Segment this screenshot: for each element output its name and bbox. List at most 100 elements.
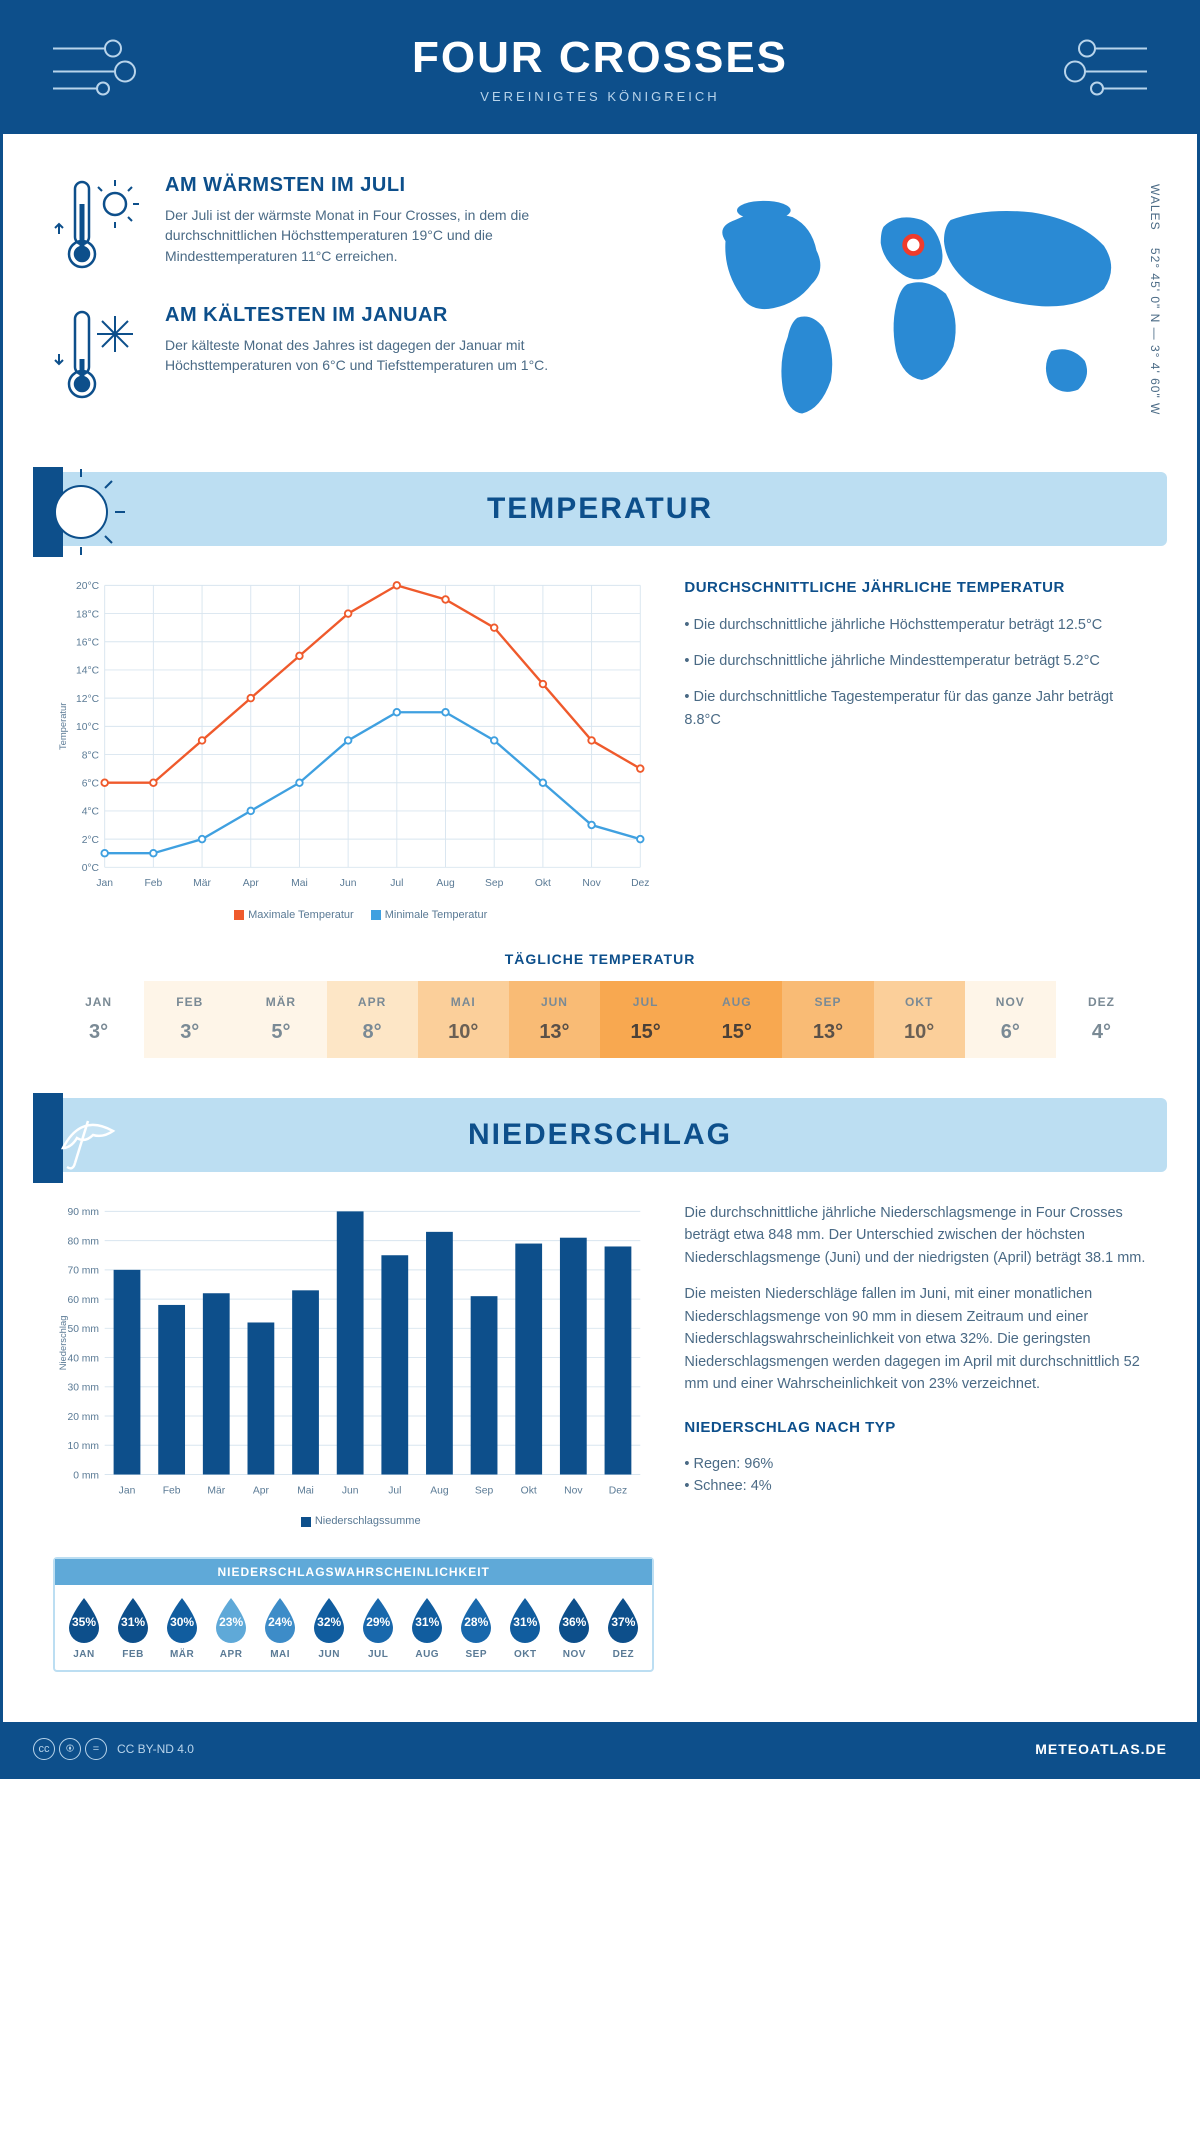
coldest-text: Der kälteste Monat des Jahres ist dagege… bbox=[165, 335, 628, 376]
probability-cell: 37%DEZ bbox=[600, 1595, 646, 1660]
svg-text:Apr: Apr bbox=[253, 1485, 270, 1496]
svg-text:Feb: Feb bbox=[163, 1485, 181, 1496]
temperature-summary: DURCHSCHNITTLICHE JÄHRLICHE TEMPERATUR •… bbox=[684, 576, 1147, 920]
thermometer-cold-icon bbox=[53, 304, 143, 404]
svg-text:Mai: Mai bbox=[291, 878, 308, 889]
warmest-block: AM WÄRMSTEN IM JULI Der Juli ist der wär… bbox=[53, 174, 628, 274]
svg-text:Nov: Nov bbox=[564, 1485, 583, 1496]
coldest-heading: AM KÄLTESTEN IM JANUAR bbox=[165, 304, 628, 327]
daily-temp-cell: JUL15° bbox=[600, 981, 691, 1058]
probability-cell: 31%FEB bbox=[110, 1595, 156, 1660]
rain-type-item: • Regen: 96% bbox=[684, 1453, 1147, 1475]
rain-summary: Die durchschnittliche jährliche Niedersc… bbox=[684, 1202, 1147, 1498]
daily-temp-cell: NOV6° bbox=[965, 981, 1056, 1058]
probability-cell: 30%MÄR bbox=[159, 1595, 205, 1660]
svg-text:Feb: Feb bbox=[144, 878, 162, 889]
summary-item: • Die durchschnittliche Tagestemperatur … bbox=[684, 686, 1147, 731]
daily-temp-cell: MÄR5° bbox=[235, 981, 326, 1058]
svg-text:Sep: Sep bbox=[485, 878, 504, 889]
chart-legend: Niederschlagssumme bbox=[53, 1515, 654, 1527]
probability-cell: 35%JAN bbox=[61, 1595, 107, 1660]
svg-text:90 mm: 90 mm bbox=[67, 1207, 99, 1218]
svg-text:4°C: 4°C bbox=[82, 807, 100, 818]
summary-paragraph: Die meisten Niederschläge fallen im Juni… bbox=[684, 1283, 1147, 1395]
svg-text:Jan: Jan bbox=[119, 1485, 136, 1496]
svg-text:Mär: Mär bbox=[207, 1485, 225, 1496]
svg-text:Jul: Jul bbox=[388, 1485, 401, 1496]
svg-text:16°C: 16°C bbox=[76, 638, 100, 649]
daily-temp-cell: MAI10° bbox=[418, 981, 509, 1058]
svg-text:6°C: 6°C bbox=[82, 779, 100, 790]
sun-icon bbox=[33, 467, 133, 557]
section-title: NIEDERSCHLAG bbox=[63, 1118, 1137, 1152]
daily-temperature-table: TÄGLICHE TEMPERATUR JAN3°FEB3°MÄR5°APR8°… bbox=[3, 941, 1197, 1098]
svg-text:12°C: 12°C bbox=[76, 694, 100, 705]
svg-text:Nov: Nov bbox=[582, 878, 601, 889]
daily-temp-cell: JAN3° bbox=[53, 981, 144, 1058]
thermometer-hot-icon bbox=[53, 174, 143, 274]
svg-text:Niederschlag: Niederschlag bbox=[57, 1315, 68, 1370]
temperature-line-chart: 0°C2°C4°C6°C8°C10°C12°C14°C16°C18°C20°CJ… bbox=[53, 576, 654, 895]
summary-paragraph: Die durchschnittliche jährliche Niedersc… bbox=[684, 1202, 1147, 1269]
svg-text:Dez: Dez bbox=[631, 878, 649, 889]
svg-text:70 mm: 70 mm bbox=[67, 1265, 99, 1276]
coldest-block: AM KÄLTESTEN IM JANUAR Der kälteste Mona… bbox=[53, 304, 628, 404]
chart-legend: Maximale Temperatur Minimale Temperatur bbox=[53, 909, 654, 921]
daily-temp-cell: DEZ4° bbox=[1056, 981, 1147, 1058]
probability-cell: 32%JUN bbox=[306, 1595, 352, 1660]
svg-text:Okt: Okt bbox=[521, 1485, 537, 1496]
location-subtitle: VEREINIGTES KÖNIGREICH bbox=[412, 89, 788, 104]
svg-text:0 mm: 0 mm bbox=[73, 1470, 99, 1481]
probability-cell: 24%MAI bbox=[257, 1595, 303, 1660]
svg-text:14°C: 14°C bbox=[76, 666, 100, 677]
wind-icon bbox=[1047, 26, 1157, 111]
probability-cell: 31%AUG bbox=[404, 1595, 450, 1660]
svg-text:Aug: Aug bbox=[430, 1485, 449, 1496]
coordinates: WALES 52° 45' 0" N — 3° 4' 60" W bbox=[1148, 184, 1162, 415]
daily-temp-cell: JUN13° bbox=[509, 981, 600, 1058]
rain-type-item: • Schnee: 4% bbox=[684, 1475, 1147, 1497]
cc-icons: cc🅯= bbox=[33, 1738, 107, 1760]
daily-temp-cell: APR8° bbox=[327, 981, 418, 1058]
svg-text:Okt: Okt bbox=[535, 878, 551, 889]
svg-text:Temperatur: Temperatur bbox=[57, 703, 68, 750]
svg-text:60 mm: 60 mm bbox=[67, 1295, 99, 1306]
world-map bbox=[668, 174, 1147, 442]
summary-heading: DURCHSCHNITTLICHE JÄHRLICHE TEMPERATUR bbox=[684, 576, 1147, 599]
temperature-section-header: TEMPERATUR bbox=[33, 472, 1167, 546]
svg-text:10°C: 10°C bbox=[76, 722, 100, 733]
rain-section-header: NIEDERSCHLAG bbox=[33, 1098, 1167, 1172]
svg-text:Jan: Jan bbox=[96, 878, 113, 889]
table-title: TÄGLICHE TEMPERATUR bbox=[53, 951, 1147, 967]
intro-section: AM WÄRMSTEN IM JULI Der Juli ist der wär… bbox=[3, 134, 1197, 472]
infographic-page: FOUR CROSSES VEREINIGTES KÖNIGREICH AM W… bbox=[0, 0, 1200, 1779]
rain-probability-box: NIEDERSCHLAGSWAHRSCHEINLICHKEIT 35%JAN31… bbox=[53, 1557, 654, 1672]
svg-text:8°C: 8°C bbox=[82, 751, 100, 762]
daily-temp-cell: OKT10° bbox=[874, 981, 965, 1058]
daily-temp-cell: AUG15° bbox=[691, 981, 782, 1058]
probability-cell: 29%JUL bbox=[355, 1595, 401, 1660]
probability-cell: 23%APR bbox=[208, 1595, 254, 1660]
wind-icon bbox=[43, 26, 153, 111]
summary-item: • Die durchschnittliche jährliche Mindes… bbox=[684, 650, 1147, 672]
svg-text:Mai: Mai bbox=[297, 1485, 314, 1496]
umbrella-icon bbox=[33, 1093, 133, 1183]
rain-bar-chart: 0 mm10 mm20 mm30 mm40 mm50 mm60 mm70 mm8… bbox=[53, 1202, 654, 1503]
warmest-heading: AM WÄRMSTEN IM JULI bbox=[165, 174, 628, 197]
svg-text:Aug: Aug bbox=[436, 878, 455, 889]
svg-text:40 mm: 40 mm bbox=[67, 1353, 99, 1364]
license-text: CC BY-ND 4.0 bbox=[117, 1742, 194, 1756]
location-title: FOUR CROSSES bbox=[412, 33, 788, 83]
rain-type-heading: NIEDERSCHLAG NACH TYP bbox=[684, 1416, 1147, 1439]
daily-temp-cell: SEP13° bbox=[782, 981, 873, 1058]
svg-text:0°C: 0°C bbox=[82, 863, 100, 874]
svg-text:20 mm: 20 mm bbox=[67, 1412, 99, 1423]
svg-text:80 mm: 80 mm bbox=[67, 1236, 99, 1247]
probability-cell: 36%NOV bbox=[551, 1595, 597, 1660]
svg-text:Jun: Jun bbox=[342, 1485, 359, 1496]
warmest-text: Der Juli ist der wärmste Monat in Four C… bbox=[165, 205, 628, 266]
probability-cell: 28%SEP bbox=[453, 1595, 499, 1660]
svg-text:10 mm: 10 mm bbox=[67, 1441, 99, 1452]
svg-text:20°C: 20°C bbox=[76, 581, 100, 592]
svg-text:2°C: 2°C bbox=[82, 835, 100, 846]
